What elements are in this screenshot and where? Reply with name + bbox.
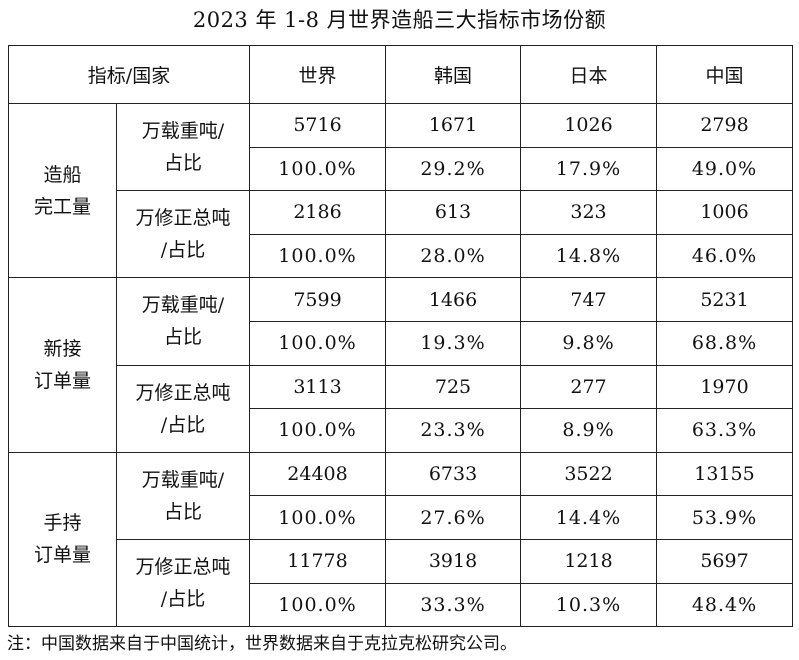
unit-label-line: /占比 bbox=[160, 239, 206, 262]
share-cell-world: 100.0% bbox=[249, 320, 386, 366]
header-col-china: 中国 bbox=[656, 45, 793, 104]
header-col-korea: 韩国 bbox=[385, 45, 521, 104]
value-cell-world: 7599 bbox=[249, 277, 386, 322]
value-cell-china: 13155 bbox=[656, 451, 793, 497]
value-cell-korea: 1671 bbox=[385, 103, 521, 148]
value-cell-japan: 1218 bbox=[520, 538, 657, 584]
value-cell-japan: 323 bbox=[520, 190, 657, 235]
unit-label-line: 占比 bbox=[163, 326, 202, 349]
value-cell-world: 24408 bbox=[249, 451, 386, 497]
table-row: 万修正总吨/占比 11778 3918 1218 5697 bbox=[9, 538, 793, 628]
unit-label-line: 万修正总吨 bbox=[135, 207, 231, 230]
share-cell-japan: 14.4% bbox=[520, 495, 657, 540]
indicator-unit: 万修正总吨/占比 bbox=[116, 538, 250, 628]
share-cell-world: 100.0% bbox=[249, 582, 386, 628]
table-row: 100.0% 28.0% 14.8% 46.0% bbox=[9, 233, 793, 279]
value-cell-china: 2798 bbox=[656, 103, 793, 148]
indicator-category: 新接 订单量 bbox=[8, 277, 117, 453]
share-cell-korea: 23.3% bbox=[385, 408, 521, 453]
market-share-table: 指标/国家 世界 韩国 日本 中国 造船 完工量 万载重吨/占比 5716 1671 10… bbox=[8, 45, 793, 628]
share-cell-japan: 17.9% bbox=[520, 146, 657, 192]
value-cell-japan: 277 bbox=[520, 364, 657, 410]
value-cell-china: 1006 bbox=[656, 190, 793, 235]
category-label-line: 订单量 bbox=[33, 544, 91, 567]
unit-label-line: /占比 bbox=[160, 413, 206, 436]
value-cell-china: 5697 bbox=[656, 538, 793, 584]
header-row: 指标/国家 世界 韩国 日本 中国 bbox=[8, 45, 793, 104]
share-cell-korea: 28.0% bbox=[385, 233, 521, 279]
table-row: 100.0% 33.3% 10.3% 48.4% bbox=[9, 582, 793, 628]
category-label-line: 订单量 bbox=[33, 370, 91, 393]
unit-label-line: 万载重吨/ bbox=[141, 120, 225, 143]
category-label-line: 新接 bbox=[43, 338, 82, 361]
share-cell-world: 100.0% bbox=[249, 233, 386, 279]
header-col-japan: 日本 bbox=[520, 45, 657, 104]
share-cell-china: 63.3% bbox=[656, 408, 793, 453]
share-cell-korea: 27.6% bbox=[385, 495, 521, 540]
indicator-unit: 万修正总吨/占比 bbox=[116, 364, 250, 453]
value-cell-world: 5716 bbox=[249, 103, 386, 148]
value-cell-korea: 3918 bbox=[385, 538, 521, 584]
unit-label-line: 万载重吨/ bbox=[141, 468, 225, 491]
indicator-unit: 万载重吨/占比 bbox=[116, 451, 250, 540]
value-cell-korea: 725 bbox=[385, 364, 521, 410]
value-cell-japan: 3522 bbox=[520, 451, 657, 497]
unit-label-line: /占比 bbox=[160, 588, 206, 611]
value-cell-korea: 613 bbox=[385, 190, 521, 235]
indicator-unit: 万修正总吨/占比 bbox=[116, 190, 250, 279]
category-label-line: 手持 bbox=[43, 512, 82, 535]
footnote: 注：中国数据来自于中国统计，世界数据来自于克拉克松研究公司。 bbox=[7, 634, 517, 654]
share-cell-world: 100.0% bbox=[249, 495, 386, 540]
value-cell-world: 11778 bbox=[249, 538, 386, 584]
share-cell-japan: 14.8% bbox=[520, 233, 657, 279]
share-cell-japan: 8.9% bbox=[520, 408, 657, 453]
header-corner: 指标/国家 bbox=[8, 45, 250, 104]
share-cell-china: 46.0% bbox=[656, 233, 793, 279]
unit-label-line: 万修正总吨 bbox=[135, 556, 231, 579]
table-row: 手持 订单量 万载重吨/占比 24408 6733 3522 13155 bbox=[8, 451, 793, 628]
share-cell-japan: 10.3% bbox=[520, 582, 657, 628]
value-cell-japan: 747 bbox=[520, 277, 657, 322]
share-cell-china: 48.4% bbox=[656, 582, 793, 628]
table-row: 新接 订单量 万载重吨/占比 7599 1466 747 5231 bbox=[8, 277, 793, 453]
value-cell-korea: 1466 bbox=[385, 277, 521, 322]
share-cell-korea: 29.2% bbox=[385, 146, 521, 192]
share-cell-china: 68.8% bbox=[656, 320, 793, 366]
indicator-category: 手持 订单量 bbox=[8, 451, 117, 628]
value-cell-korea: 6733 bbox=[385, 451, 521, 497]
value-cell-world: 2186 bbox=[249, 190, 386, 235]
value-cell-china: 5231 bbox=[656, 277, 793, 322]
table-body: 指标/国家 世界 韩国 日本 中国 造船 完工量 万载重吨/占比 5716 1671 10… bbox=[8, 45, 793, 628]
unit-label-line: 万载重吨/ bbox=[141, 294, 225, 317]
table-row: 100.0% 23.3% 8.9% 63.3% bbox=[9, 408, 793, 453]
indicator-category: 造船 完工量 bbox=[8, 102, 117, 279]
share-cell-korea: 33.3% bbox=[385, 582, 521, 628]
table-row: 万修正总吨/占比 2186 613 323 1006 bbox=[9, 190, 793, 279]
table-row: 100.0% 29.2% 17.9% 49.0% bbox=[9, 146, 793, 192]
category-label-line: 完工量 bbox=[33, 195, 91, 218]
category-label-line: 造船 bbox=[43, 163, 82, 186]
share-cell-world: 100.0% bbox=[249, 146, 386, 192]
table-row: 100.0% 27.6% 14.4% 53.9% bbox=[9, 495, 793, 540]
value-cell-china: 1970 bbox=[656, 364, 793, 410]
table-row: 100.0% 19.3% 9.8% 68.8% bbox=[9, 320, 793, 366]
header-col-world: 世界 bbox=[249, 45, 386, 104]
share-cell-japan: 9.8% bbox=[520, 320, 657, 366]
share-cell-world: 100.0% bbox=[249, 408, 386, 453]
share-cell-china: 49.0% bbox=[656, 146, 793, 192]
value-cell-world: 3113 bbox=[249, 364, 386, 410]
table-row: 万修正总吨/占比 3113 725 277 1970 bbox=[9, 364, 793, 453]
share-cell-korea: 19.3% bbox=[385, 320, 521, 366]
unit-label-line: 万修正总吨 bbox=[135, 381, 231, 404]
value-cell-japan: 1026 bbox=[520, 103, 657, 148]
indicator-unit: 万载重吨/占比 bbox=[116, 277, 250, 366]
unit-label-line: 占比 bbox=[163, 500, 202, 523]
indicator-unit: 万载重吨/占比 bbox=[116, 102, 250, 192]
table-title: 2023 年 1-8 月世界造船三大指标市场份额 bbox=[192, 8, 607, 32]
table-row: 造船 完工量 万载重吨/占比 5716 1671 1026 2798 bbox=[8, 102, 793, 279]
share-cell-china: 53.9% bbox=[656, 495, 793, 540]
unit-label-line: 占比 bbox=[163, 152, 202, 175]
